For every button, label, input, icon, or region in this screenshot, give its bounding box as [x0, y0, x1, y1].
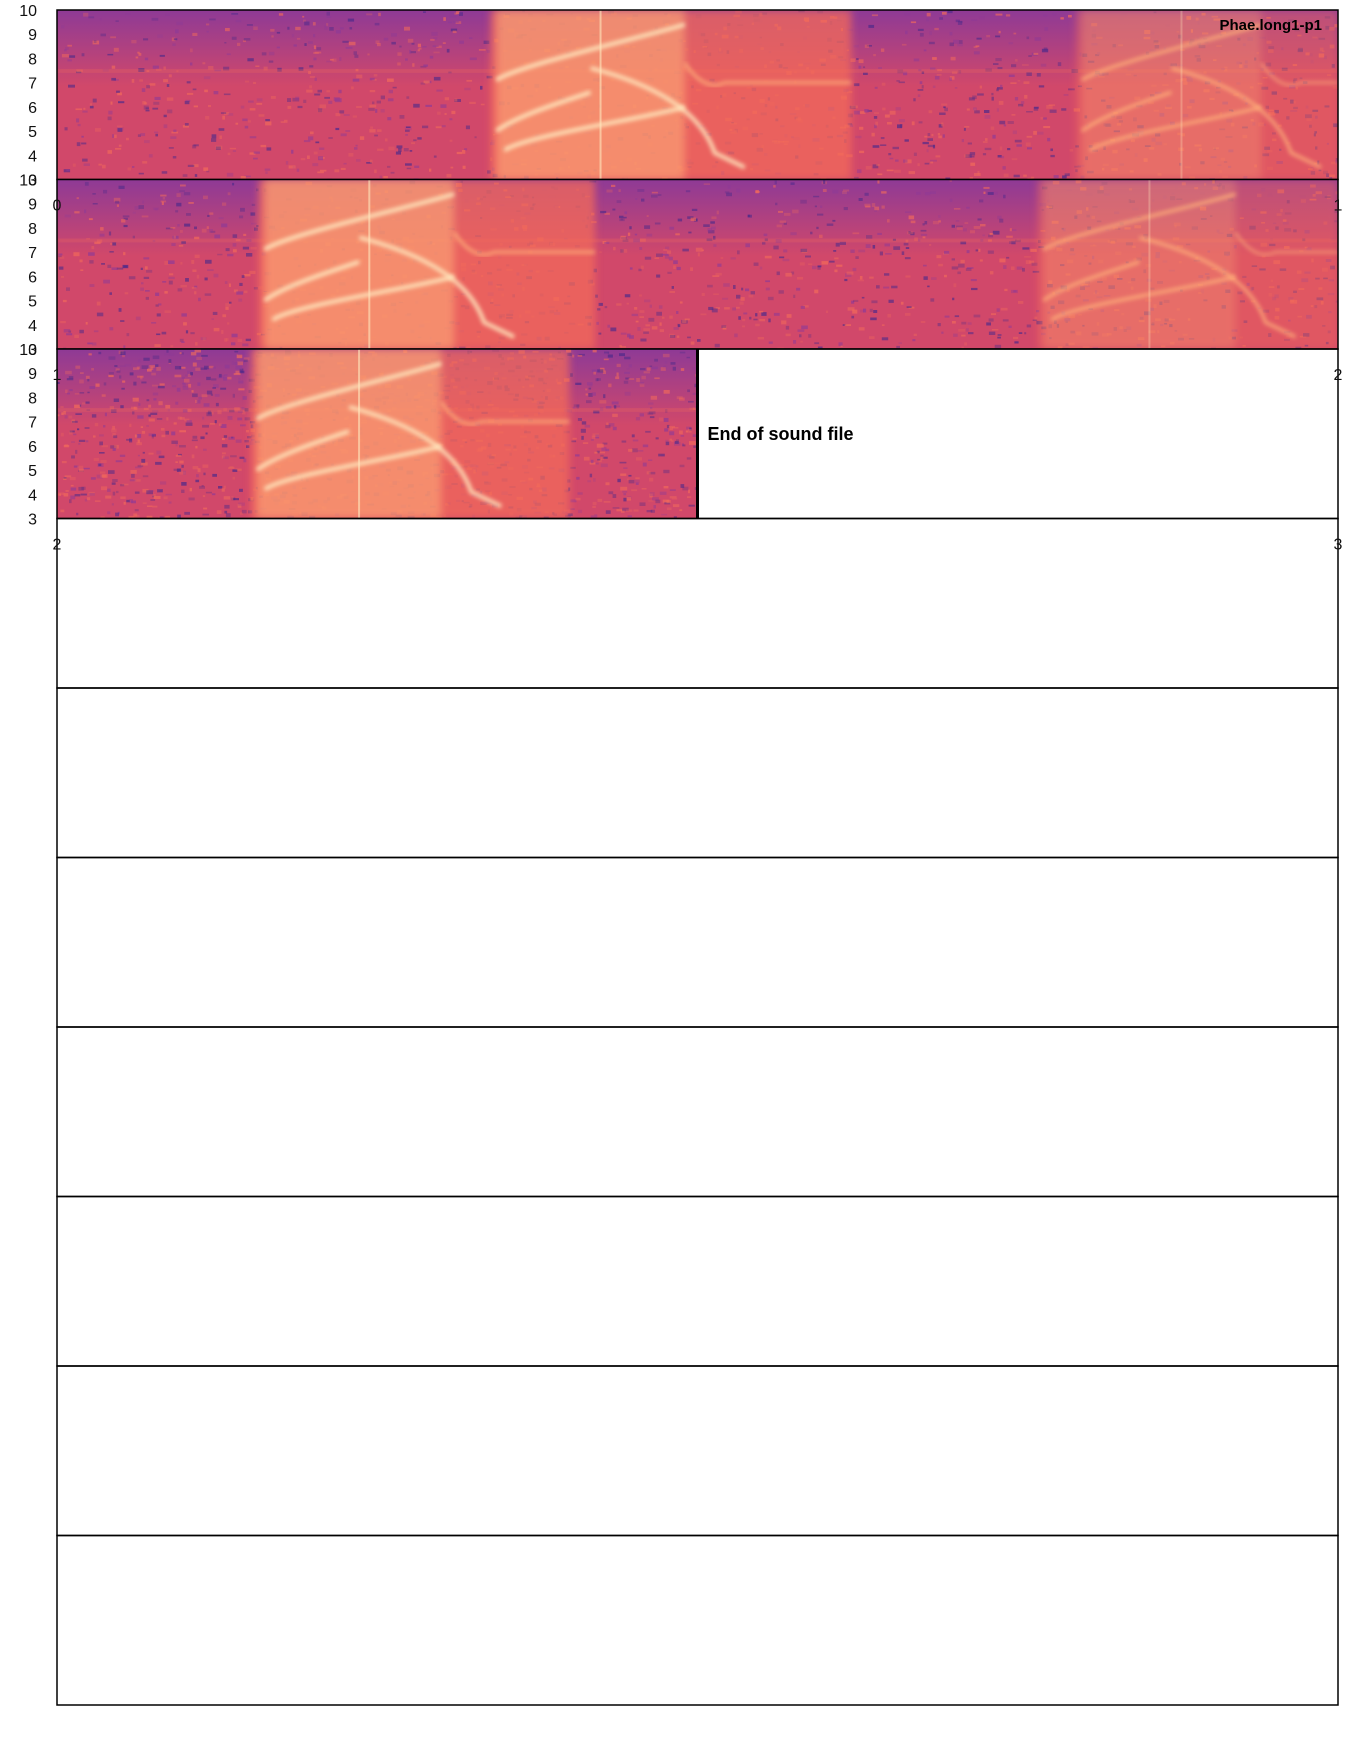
spectrogram-image — [57, 179, 1338, 349]
spectrogram-panel — [56, 1534, 1339, 1706]
y-tick-label: 10 — [19, 3, 37, 20]
x-tick-label: 3 — [1334, 537, 1343, 554]
spectrogram-panel — [56, 1195, 1339, 1367]
y-tick-label: 7 — [28, 415, 37, 432]
y-tick-label: 8 — [28, 51, 37, 68]
panel-frame — [56, 1195, 1339, 1367]
panel-frame — [56, 517, 1339, 689]
spectrogram-panel — [56, 9, 1339, 181]
y-tick-label: 3 — [28, 512, 37, 529]
x-tick-label: 2 — [53, 537, 62, 554]
spectrogram-image — [57, 349, 698, 519]
call-signal — [490, 10, 852, 180]
y-tick-label: 8 — [28, 221, 37, 238]
panel-frame — [56, 1534, 1339, 1706]
panel-frame — [56, 687, 1339, 859]
spectrogram-panel — [56, 1026, 1339, 1198]
call-signal — [250, 349, 570, 519]
x-tick-label: 1 — [1334, 198, 1343, 215]
y-tick-label: 3 — [28, 173, 37, 190]
panels-layer: End of sound file — [56, 9, 1339, 1706]
spectrogram-panel — [56, 1365, 1339, 1537]
y-tick-label: 9 — [28, 27, 37, 44]
spectrogram-panel: End of sound file — [56, 348, 1339, 520]
call-signal — [1037, 179, 1338, 349]
y-tick-label: 10 — [19, 342, 37, 359]
x-tick-label: 1 — [53, 367, 62, 384]
y-tick-label: 8 — [28, 390, 37, 407]
spectrogram-title: Phae.long1-p1 — [1219, 17, 1322, 34]
y-tick-label: 6 — [28, 439, 37, 456]
spectrogram-panel — [56, 517, 1339, 689]
x-tick-label: 2 — [1334, 367, 1343, 384]
y-tick-label: 6 — [28, 100, 37, 117]
y-tick-label: 4 — [28, 318, 37, 335]
call-signal — [258, 179, 596, 349]
spectrogram-image — [57, 10, 1338, 180]
spectrogram-panel — [56, 178, 1339, 350]
x-tick-label: 0 — [53, 198, 62, 215]
y-tick-label: 5 — [28, 294, 37, 311]
y-tick-label: 9 — [28, 197, 37, 214]
y-tick-label: 7 — [28, 245, 37, 262]
y-tick-label: 4 — [28, 148, 37, 165]
y-tick-label: 3 — [28, 342, 37, 359]
spectrogram-panel — [56, 856, 1339, 1028]
y-tick-label: 9 — [28, 366, 37, 383]
y-tick-label: 4 — [28, 487, 37, 504]
y-tick-label: 5 — [28, 463, 37, 480]
spectrogram-panel — [56, 687, 1339, 859]
panel-frame — [56, 856, 1339, 1028]
y-tick-label: 7 — [28, 76, 37, 93]
panel-frame — [56, 1365, 1339, 1537]
y-tick-label: 10 — [19, 173, 37, 190]
y-tick-label: 6 — [28, 269, 37, 286]
y-tick-label: 5 — [28, 124, 37, 141]
call-signal — [1075, 10, 1338, 180]
end-of-sound-file-label: End of sound file — [708, 424, 854, 444]
panel-frame — [56, 1026, 1339, 1198]
